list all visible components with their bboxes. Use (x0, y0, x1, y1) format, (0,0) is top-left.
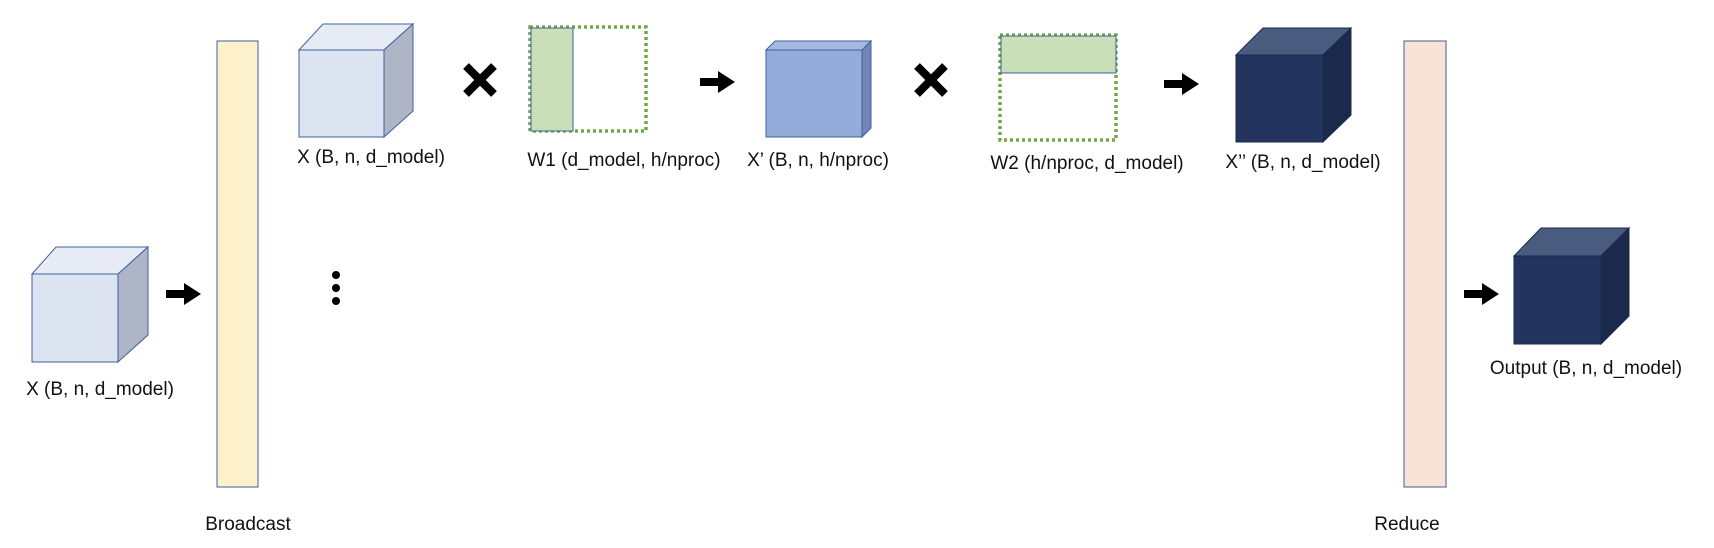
w2-label: W2 (h/nproc, d_model) (990, 153, 1183, 174)
broadcast-bar (216, 40, 259, 488)
multiply-icon (914, 63, 948, 97)
x-prime-label: X’ (B, n, h/nproc) (747, 150, 889, 171)
output-label: Output (B, n, d_model) (1490, 358, 1682, 379)
broadcast-label: Broadcast (205, 514, 291, 535)
x-double-prime-label: X’’ (B, n, d_model) (1225, 152, 1380, 173)
input-x-cube (30, 245, 150, 364)
w1-label: W1 (d_model, h/nproc) (527, 150, 720, 171)
reduce-bar (1403, 40, 1447, 488)
reduce-label: Reduce (1374, 514, 1440, 535)
arrow-to-output (1464, 283, 1499, 305)
multiply-icon (463, 63, 497, 97)
x-double-prime-cube (1234, 26, 1353, 144)
w1-weight-matrix (528, 25, 648, 133)
more-processes-ellipsis (332, 271, 340, 305)
output-cube (1512, 226, 1631, 346)
arrow-to-x-double-prime (1164, 73, 1199, 95)
input-x-label: X (B, n, d_model) (26, 379, 174, 400)
x-copy-label: X (B, n, d_model) (297, 147, 445, 168)
x-copy-cube (297, 22, 415, 139)
x-prime-cube (764, 39, 873, 139)
arrow-to-broadcast (166, 283, 201, 305)
w2-weight-matrix (998, 33, 1118, 142)
arrow-to-x-prime (700, 71, 735, 93)
